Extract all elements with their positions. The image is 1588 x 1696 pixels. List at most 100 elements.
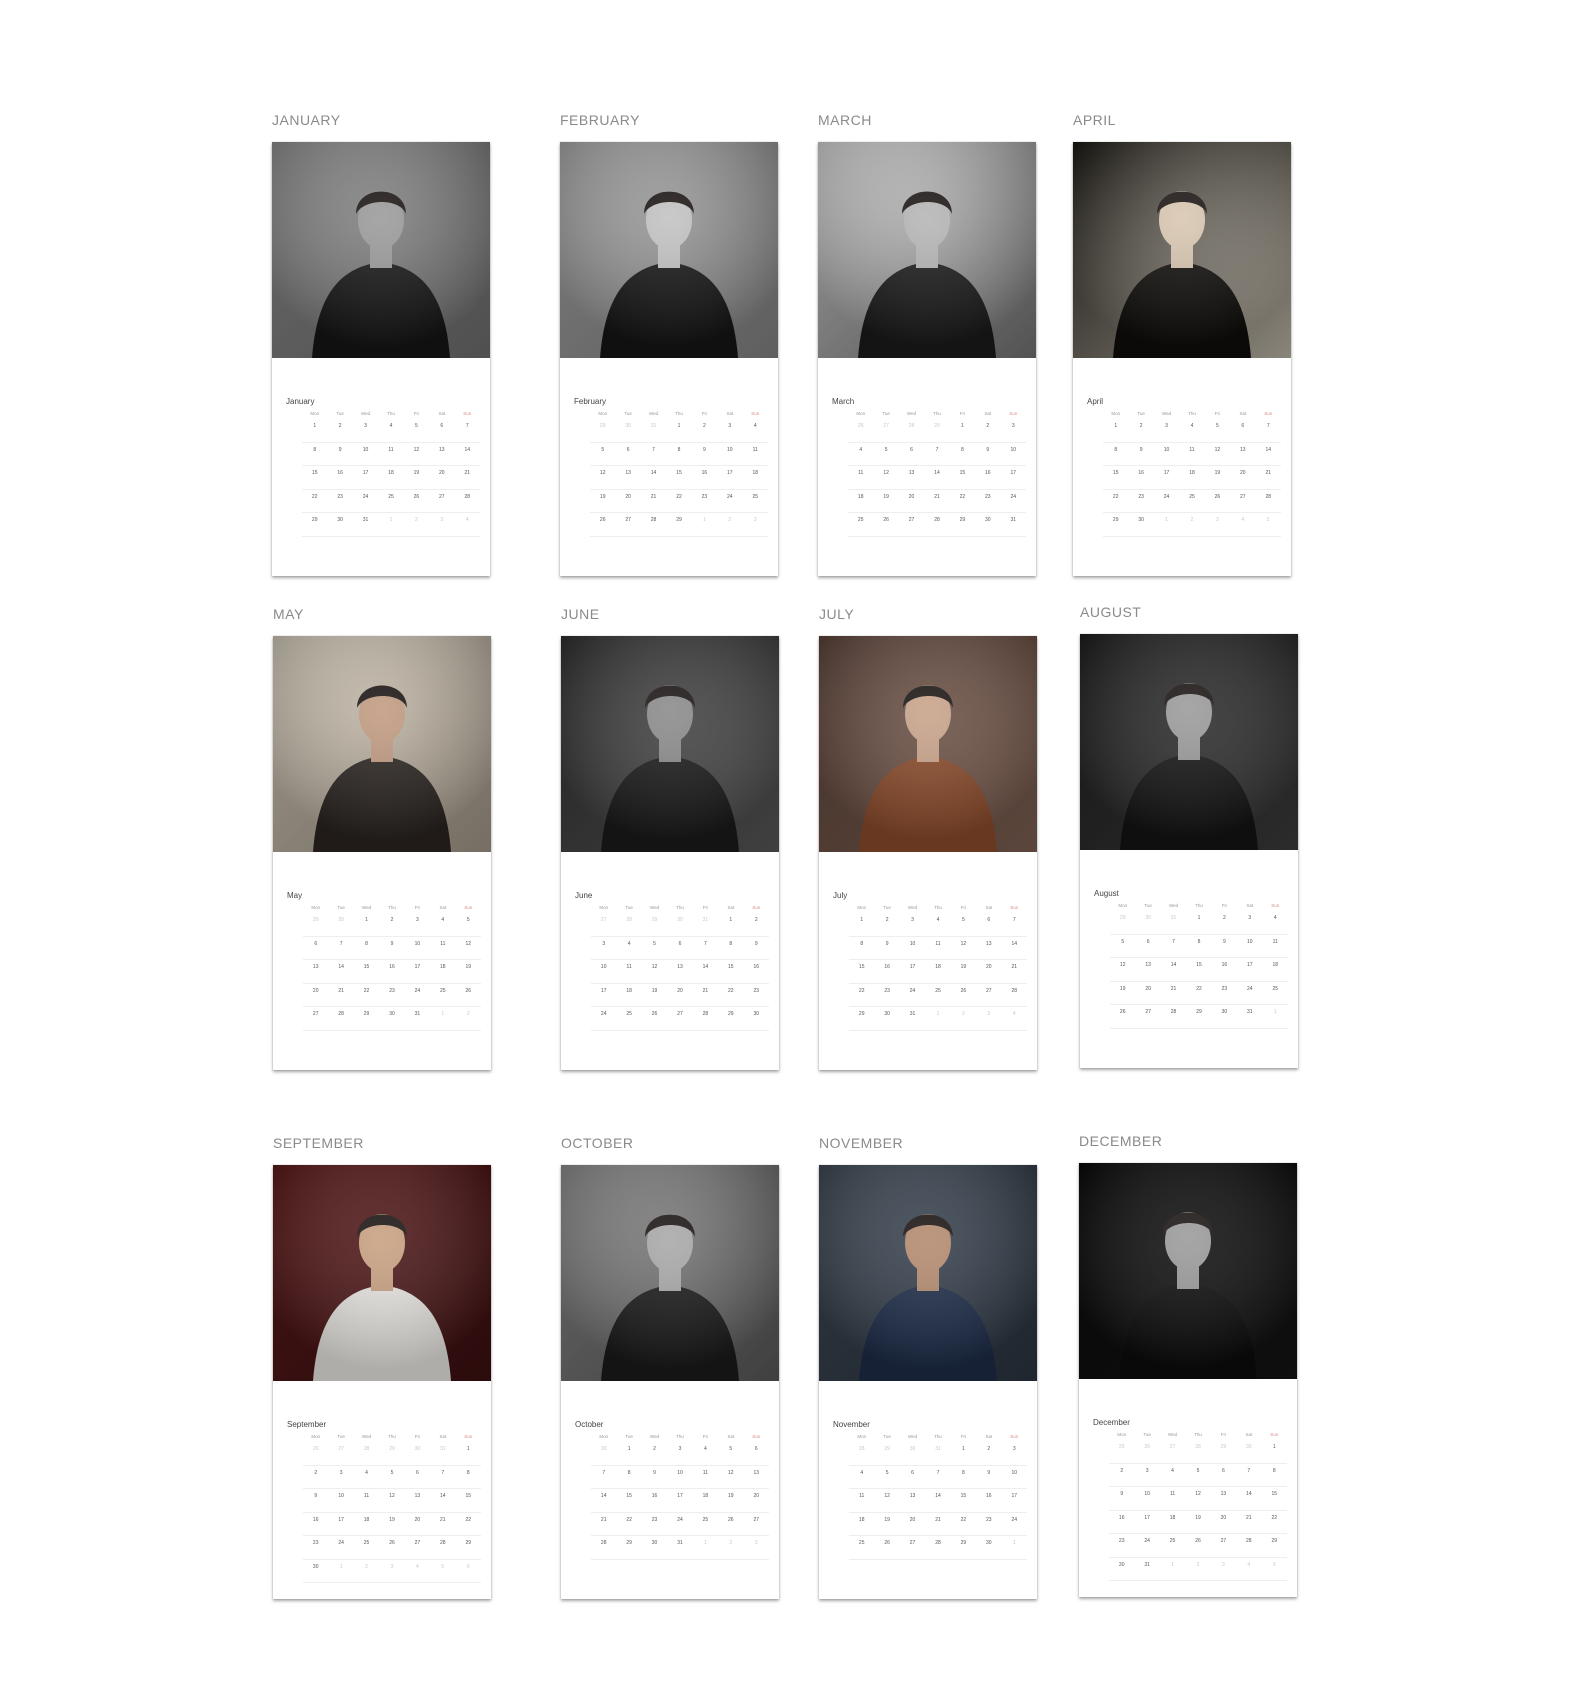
day-cell: 18 — [440, 964, 446, 970]
day-cell: 2 — [365, 1563, 368, 1570]
week-row: 2 3 4 5 6 7 8 — [1109, 1464, 1287, 1487]
day-cell: 18 — [858, 1516, 865, 1523]
day-cell: 31 — [1170, 915, 1177, 921]
weekday-header: Mon Tue Wed Thu Fri Sat Sun — [849, 1434, 1027, 1442]
day-cell: 3 — [364, 423, 367, 429]
month-heading: MAY — [273, 606, 304, 622]
day-cell: 30 — [600, 1446, 607, 1452]
weekday-label: Mon — [311, 905, 321, 910]
day-cell: 2 — [729, 1540, 733, 1546]
day-cell: 28 — [908, 423, 915, 429]
day-cell: 26 — [960, 987, 967, 994]
day-cell: 7 — [602, 1469, 606, 1476]
day-cell: 29 — [389, 1446, 395, 1452]
day-cell: 5 — [466, 917, 470, 923]
day-cell: 7 — [1266, 423, 1270, 429]
day-cell: 10 — [1144, 1491, 1150, 1497]
week-row: 4 5 6 7 8 9 10 — [849, 1466, 1027, 1489]
day-cell: 5 — [729, 1446, 733, 1452]
day-cell: 1 — [729, 917, 733, 923]
day-cell: 20 — [1145, 985, 1151, 992]
day-cell: 29 — [960, 1540, 967, 1546]
day-cell: 12 — [1119, 962, 1126, 968]
day-cell: 13 — [908, 470, 915, 476]
day-cell: 16 — [312, 1516, 319, 1523]
month-grid: March Mon Tue Wed Thu Fri Sat Sun 26 27 28 29 1 2 3 4 5 6… — [832, 397, 1026, 537]
month-heading: AUGUST — [1080, 604, 1142, 620]
day-cell: 26 — [465, 987, 472, 994]
day-cell: 2 — [466, 1011, 470, 1017]
day-cell: 26 — [1144, 1444, 1150, 1450]
day-cell: 19 — [465, 964, 472, 970]
portrait-image — [273, 636, 491, 852]
weekday-header: Mon Tue Wed Thu Fri Sat Sun — [302, 411, 480, 419]
day-cell: 26 — [1195, 1538, 1201, 1544]
day-cell: 13 — [414, 1493, 421, 1499]
weekday-label: Tue — [883, 905, 891, 910]
day-cell: 31 — [414, 1011, 421, 1017]
week-row: 26 27 28 29 30 31 1 — [1110, 1005, 1288, 1029]
day-cell: 18 — [1272, 962, 1279, 968]
day-cell: 8 — [860, 940, 864, 947]
week-row: 20 21 22 23 24 25 26 — [303, 984, 481, 1007]
day-cell: 10 — [1247, 938, 1253, 945]
weekday-label: Sat — [727, 1434, 735, 1439]
week-row: 27 28 29 30 31 1 2 — [303, 1007, 481, 1031]
day-cell: 3 — [390, 1563, 394, 1570]
day-cell: 15 — [858, 964, 865, 970]
day-cell: 13 — [1240, 446, 1246, 453]
day-cell: 27 — [439, 493, 445, 500]
day-cell: 25 — [1272, 985, 1279, 992]
day-cell: 16 — [337, 470, 343, 476]
day-cell: 31 — [702, 917, 709, 923]
month-heading: MARCH — [818, 112, 872, 128]
weekday-label: Wed — [649, 905, 660, 910]
day-cell: 25 — [857, 517, 864, 523]
day-cell: 23 — [985, 493, 991, 500]
day-cell: 6 — [910, 446, 913, 453]
week-row: 21 22 23 24 25 26 27 — [591, 1513, 769, 1536]
weekday-label: Mon — [311, 1434, 321, 1439]
day-cell: 17 — [1010, 470, 1017, 476]
day-cell: 18 — [363, 1516, 370, 1523]
calendar-page: January Mon Tue Wed Thu Fri Sat Sun 1 2 3 4 5 6 7 8 9 10 1… — [272, 142, 490, 576]
day-cell: 20 — [1240, 470, 1246, 476]
day-cell: 15 — [728, 964, 734, 970]
month-heading: JULY — [819, 606, 855, 622]
month-grid: April Mon Tue Wed Thu Fri Sat Sun 1 2 3 4 5 6 7 8 9 10 11 1… — [1087, 397, 1281, 537]
day-cell: 25 — [752, 493, 759, 500]
day-cell: 21 — [1265, 470, 1272, 476]
weekday-label: Fri — [413, 411, 420, 416]
day-cell: 17 — [338, 1516, 344, 1523]
week-row: 24 25 26 27 28 29 30 — [591, 1007, 769, 1031]
day-cell: 30 — [1221, 1009, 1228, 1015]
grid-month-title: October — [575, 1420, 604, 1429]
week-row: 30 1 2 3 4 5 6 — [591, 1442, 769, 1466]
portrait-image — [818, 142, 1036, 358]
day-cell: 12 — [1195, 1491, 1201, 1497]
day-cell: 5 — [1266, 517, 1270, 523]
day-cell: 4 — [416, 1563, 419, 1570]
day-cell: 13 — [909, 1493, 916, 1499]
day-cell: 20 — [753, 1493, 760, 1499]
day-cell: 13 — [439, 446, 445, 453]
week-row: 26 27 28 29 1 2 3 — [590, 513, 768, 537]
day-cell: 2 — [885, 917, 889, 923]
day-cell: 8 — [365, 940, 368, 947]
day-cell: 15 — [626, 1493, 632, 1499]
week-row: 29 30 1 2 3 4 5 — [303, 913, 481, 937]
day-cell: 4 — [936, 917, 940, 923]
day-cell: 5 — [390, 1469, 394, 1476]
week-row: 23 24 25 26 27 28 29 — [1109, 1534, 1287, 1558]
portrait-image — [272, 142, 490, 358]
week-row: 22 23 24 25 26 27 28 — [1103, 490, 1281, 513]
weekday-label: Wed — [1167, 1432, 1178, 1437]
day-cell: 4 — [389, 423, 393, 429]
day-cell: 1 — [365, 917, 368, 923]
day-cell: 30 — [677, 917, 683, 923]
grid-month-title: May — [287, 891, 303, 900]
day-cell: 6 — [1146, 938, 1150, 945]
weekday-header: Mon Tue Wed Thu Fri Sat Sun — [591, 905, 769, 913]
week-row: 25 26 27 28 29 30 1 — [849, 1536, 1027, 1560]
day-cell: 9 — [338, 446, 342, 453]
